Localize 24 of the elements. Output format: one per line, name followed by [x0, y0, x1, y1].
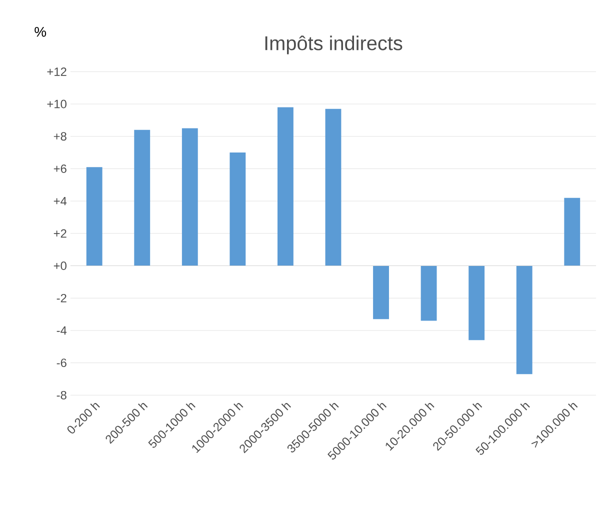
bar — [564, 198, 580, 266]
y-tick-label: +4 — [54, 197, 67, 206]
y-axis-title: % — [34, 27, 46, 37]
bar — [516, 266, 532, 374]
bar — [325, 109, 342, 266]
y-tick-label: +6 — [54, 164, 66, 174]
y-tick-label: -2 — [56, 294, 66, 303]
bar — [134, 130, 150, 266]
bar — [468, 266, 485, 340]
bar — [230, 152, 246, 266]
y-tick-label: +12 — [47, 68, 66, 76]
y-tick-label: +8 — [54, 132, 66, 141]
y-tick-label: +2 — [54, 229, 66, 238]
y-tick-label: -8 — [56, 391, 66, 400]
y-tick-label: +10 — [47, 100, 66, 108]
bar — [278, 107, 294, 266]
y-tick-label: +0 — [54, 262, 66, 270]
bar — [182, 128, 198, 266]
y-tick-label: -6 — [56, 358, 66, 368]
y-tick-label: -4 — [56, 326, 67, 335]
bar — [420, 266, 437, 321]
bar — [373, 266, 389, 320]
bar — [86, 167, 102, 266]
chart-title: Impôts indirects — [265, 36, 402, 54]
